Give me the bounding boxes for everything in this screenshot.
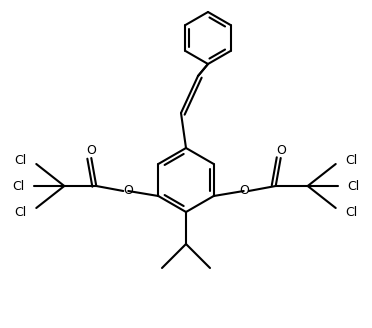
Text: O: O — [86, 144, 96, 156]
Text: Cl: Cl — [346, 206, 358, 218]
Text: O: O — [239, 184, 248, 197]
Text: Cl: Cl — [14, 154, 26, 167]
Text: O: O — [276, 144, 286, 156]
Text: Cl: Cl — [12, 179, 24, 193]
Text: Cl: Cl — [14, 206, 26, 218]
Text: Cl: Cl — [346, 154, 358, 167]
Text: Cl: Cl — [348, 179, 360, 193]
Text: O: O — [124, 184, 133, 197]
